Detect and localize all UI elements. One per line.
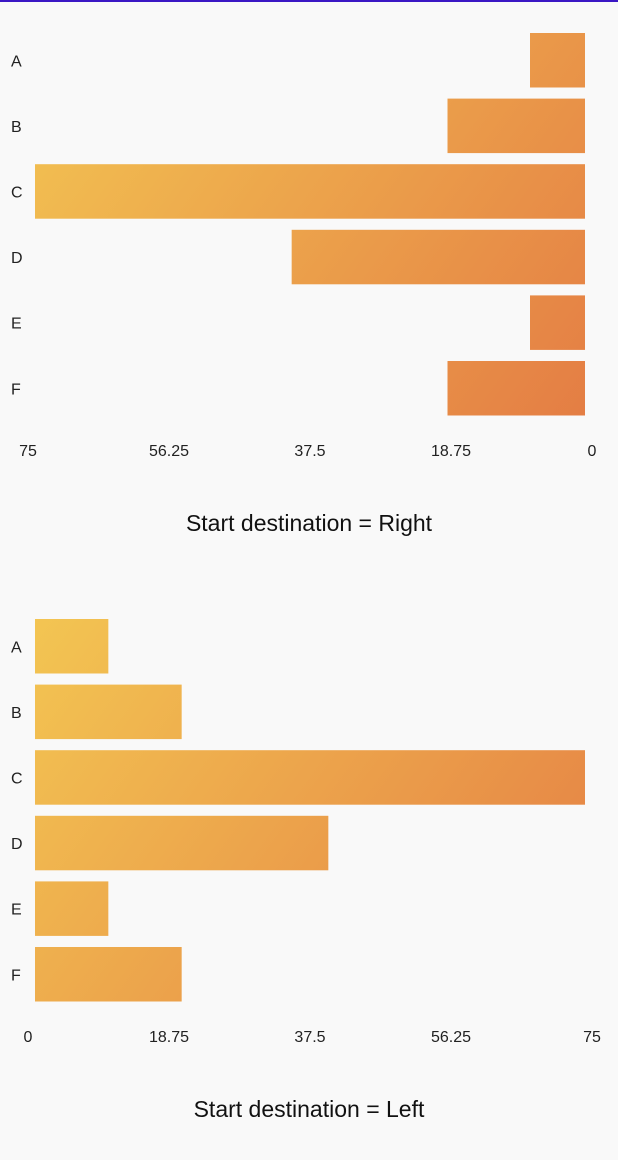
chart-right-svg: A B C D E F 75 56.25 37.5 18.75 0 [11,33,597,460]
x-tick-label: 75 [19,443,37,460]
x-tick-label: 18.75 [149,1029,189,1046]
category-label-c: C [11,184,23,201]
category-label-c: C [11,770,23,787]
bar-c [35,750,585,805]
category-label-b: B [11,705,22,722]
bar-d [35,815,329,871]
bar-e [530,295,585,350]
bar-c [35,164,585,219]
chart-left-svg: A B C D E F 0 18.75 37.5 56.25 75 [11,619,601,1046]
bar-b [447,98,585,154]
bar-f [35,947,182,1002]
category-label-d: D [11,250,23,267]
bar-a [530,33,585,88]
top-border-line [0,0,618,2]
x-tick-label: 75 [583,1029,601,1046]
category-label-e: E [11,902,22,919]
x-tick-label: 37.5 [294,1029,325,1046]
chart-right-caption: Start destination = Right [185,510,433,536]
bar-b [35,684,182,740]
bar-e [35,881,109,936]
chart-left-caption: Start destination = Left [193,1096,425,1122]
x-tick-label: 18.75 [431,443,471,460]
category-label-a: A [11,639,22,656]
bar-a [35,619,109,674]
bar-chart-start-right: A B C D E F 75 56.25 37.5 18.75 0 [0,20,618,540]
category-label-e: E [11,316,22,333]
bar-d [291,229,585,285]
x-tick-label: 37.5 [294,443,325,460]
x-tick-label: 56.25 [431,1029,471,1046]
category-label-d: D [11,836,23,853]
x-tick-label: 0 [588,443,597,460]
category-label-b: B [11,119,22,136]
bar-chart-start-left: A B C D E F 0 18.75 37.5 56.25 75 [0,606,618,1126]
category-label-f: F [11,381,21,398]
x-tick-label: 56.25 [149,443,189,460]
category-label-a: A [11,53,22,70]
bar-f [447,361,585,416]
x-tick-label: 0 [24,1029,33,1046]
category-label-f: F [11,967,21,984]
